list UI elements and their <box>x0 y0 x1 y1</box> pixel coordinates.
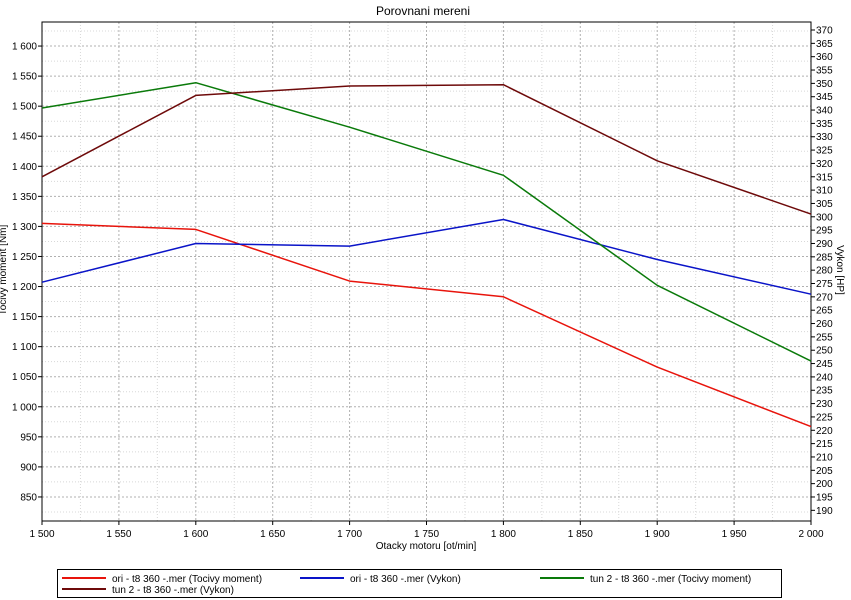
y-left-tick-label: 850 <box>20 492 37 503</box>
y-left-tick-label: 1 400 <box>12 162 37 173</box>
y-right-tick-label: 360 <box>816 52 833 63</box>
x-tick-label: 1 500 <box>29 529 54 540</box>
series-line-1 <box>41 218 812 295</box>
y-left-tick-label: 1 200 <box>12 282 37 293</box>
y-right-tick-label: 310 <box>816 186 833 197</box>
y-right-tick-label: 275 <box>816 279 833 290</box>
y-right-tick-label: 300 <box>816 212 833 223</box>
legend-item-ori-torque: ori - t8 360 -.mer (Tocivy moment) <box>62 574 262 585</box>
y-right-tick-label: 215 <box>816 439 833 450</box>
legend-swatch <box>540 577 584 580</box>
y-right-tick-label: 295 <box>816 226 833 237</box>
y-right-tick-label: 195 <box>816 492 833 503</box>
x-tick-label: 1 850 <box>568 529 593 540</box>
y-right-tick-label: 230 <box>816 399 833 410</box>
tick-labels: 1 500 1 550 1 600 1 650 1 700 1 750 1 800 1 850… <box>12 26 833 540</box>
y-right-tick-label: 350 <box>816 79 833 90</box>
y-right-tick-label: 365 <box>816 39 833 50</box>
y-left-tick-label: 1 100 <box>12 342 37 353</box>
y-left-tick-label: 1 350 <box>12 192 37 203</box>
y-right-tick-label: 265 <box>816 306 833 317</box>
y-axis-right-label: Vykon [HP] <box>834 245 845 295</box>
x-tick-label: 1 950 <box>722 529 747 540</box>
y-right-tick-label: 340 <box>816 106 833 117</box>
y-left-tick-label: 1 250 <box>12 252 37 263</box>
y-right-tick-label: 325 <box>816 146 833 157</box>
axes <box>38 21 815 525</box>
y-right-tick-label: 285 <box>816 252 833 263</box>
y-right-tick-label: 320 <box>816 159 833 170</box>
y-right-tick-label: 270 <box>816 292 833 303</box>
legend-item-ori-power: ori - t8 360 -.mer (Vykon) <box>300 574 461 585</box>
y-right-tick-label: 235 <box>816 386 833 397</box>
series-lines <box>41 81 812 428</box>
y-right-tick-label: 305 <box>816 199 833 210</box>
y-left-tick-label: 1 450 <box>12 132 37 143</box>
x-tick-label: 1 700 <box>337 529 362 540</box>
x-tick-label: 1 750 <box>414 529 439 540</box>
y-right-tick-label: 345 <box>816 92 833 103</box>
legend-label: tun 2 - t8 360 -.mer (Tocivy moment) <box>590 574 752 585</box>
series-line-3 <box>41 83 812 215</box>
y-right-tick-label: 225 <box>816 412 833 423</box>
y-left-tick-label: 1 050 <box>12 372 37 383</box>
y-right-tick-label: 315 <box>816 172 833 183</box>
y-left-tick-label: 1 150 <box>12 312 37 323</box>
y-left-tick-label: 1 000 <box>12 402 37 413</box>
x-tick-label: 1 650 <box>260 529 285 540</box>
legend-swatch <box>62 577 106 580</box>
legend-swatch <box>62 588 106 591</box>
y-right-tick-label: 255 <box>816 332 833 343</box>
legend: ori - t8 360 -.mer (Tocivy moment) ori -… <box>57 569 782 598</box>
grid <box>41 22 812 521</box>
y-left-tick-label: 1 600 <box>12 42 37 53</box>
y-left-tick-label: 1 550 <box>12 72 37 83</box>
x-axis-label: Otacky motoru [ot/min] <box>376 541 477 552</box>
legend-item-tun2-power: tun 2 - t8 360 -.mer (Vykon) <box>62 585 234 596</box>
y-right-tick-label: 220 <box>816 426 833 437</box>
series-line-0 <box>41 222 812 428</box>
legend-label: ori - t8 360 -.mer (Tocivy moment) <box>112 574 263 585</box>
y-right-tick-label: 260 <box>816 319 833 330</box>
legend-label: ori - t8 360 -.mer (Vykon) <box>350 574 461 585</box>
legend-label: tun 2 - t8 360 -.mer (Vykon) <box>112 585 234 596</box>
y-left-tick-label: 900 <box>20 462 37 473</box>
y-right-tick-label: 370 <box>816 26 833 37</box>
y-right-tick-label: 190 <box>816 506 833 517</box>
y-right-tick-label: 240 <box>816 372 833 383</box>
y-left-tick-label: 1 300 <box>12 222 37 233</box>
x-tick-label: 1 600 <box>183 529 208 540</box>
legend-swatch <box>300 577 344 580</box>
y-right-tick-label: 210 <box>816 452 833 463</box>
y-right-tick-label: 290 <box>816 239 833 250</box>
y-right-tick-label: 200 <box>816 479 833 490</box>
y-right-tick-label: 280 <box>816 266 833 277</box>
y-right-tick-label: 245 <box>816 359 833 370</box>
y-right-tick-label: 330 <box>816 132 833 143</box>
y-right-tick-label: 205 <box>816 466 833 477</box>
chart-title: Porovnani mereni <box>376 4 470 18</box>
legend-item-tun2-torque: tun 2 - t8 360 -.mer (Tocivy moment) <box>540 574 751 585</box>
y-right-tick-label: 355 <box>816 66 833 77</box>
y-left-tick-label: 1 500 <box>12 102 37 113</box>
y-axis-left-label: Tocivy moment [Nm] <box>0 224 9 315</box>
x-tick-label: 1 800 <box>491 529 516 540</box>
y-right-tick-label: 335 <box>816 119 833 130</box>
series-line-2 <box>41 81 812 362</box>
x-tick-label: 1 900 <box>645 529 670 540</box>
x-tick-label: 2 000 <box>798 529 823 540</box>
y-left-tick-label: 950 <box>20 432 37 443</box>
y-right-tick-label: 250 <box>816 346 833 357</box>
x-tick-label: 1 550 <box>106 529 131 540</box>
